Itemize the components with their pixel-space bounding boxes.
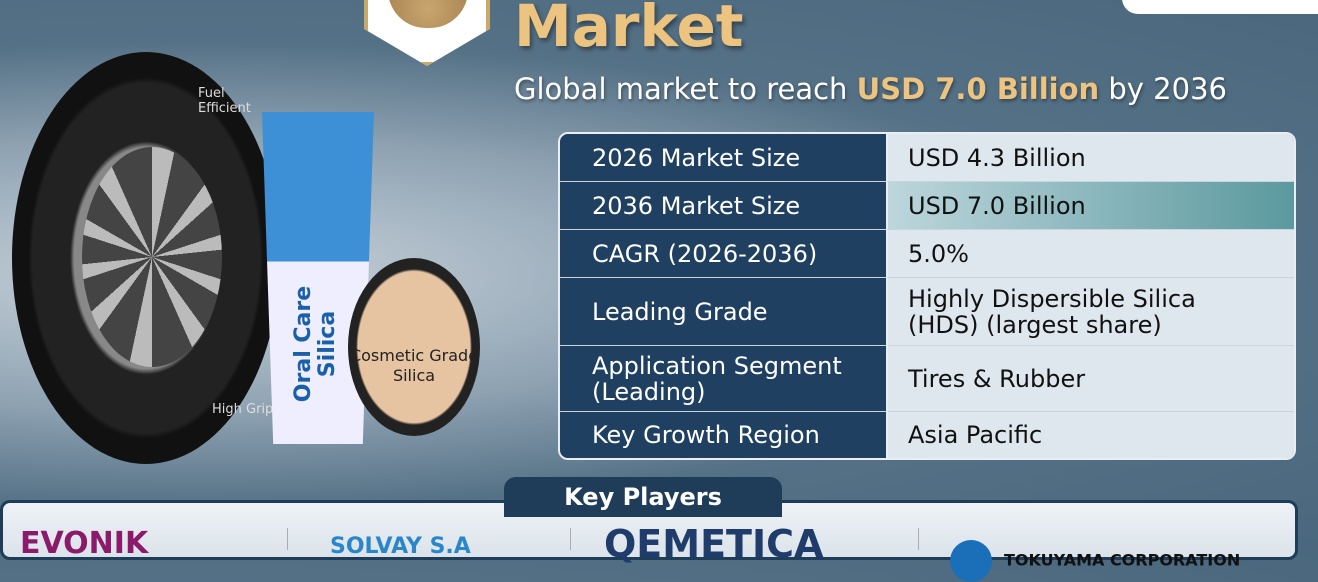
row-label: CAGR (2026-2036) (560, 230, 888, 278)
table-row: Application Segment (Leading) Tires & Rub… (560, 346, 1294, 412)
compact-label: Cosmetic Grade Silica (349, 346, 479, 385)
tire-label-bottom: High Grip (212, 402, 274, 417)
row-label: Key Growth Region (560, 412, 888, 458)
tire-image: Fuel Efficient High Grip (12, 52, 280, 464)
table-row: 2036 Market Size USD 7.0 Billion (560, 182, 1294, 230)
solvay-logo: SOLVAY S.A (330, 534, 471, 559)
row-value: Highly Dispersible Silica (HDS) (largest… (888, 278, 1294, 346)
divider (918, 528, 919, 550)
tire-rim (82, 147, 222, 367)
table-row: Key Growth Region Asia Pacific (560, 412, 1294, 458)
row-value: USD 4.3 Billion (888, 134, 1294, 182)
page-title: Market (514, 0, 744, 60)
row-value: 5.0% (888, 230, 1294, 278)
table-row: Leading Grade Highly Dispersible Silica (… (560, 278, 1294, 346)
tokuyama-text: TOKUYAMA CORPORATION (1004, 550, 1241, 570)
tokuyama-logo: TOKUYAMA CORPORATION (950, 540, 1240, 582)
table-row: CAGR (2026-2036) 5.0% (560, 230, 1294, 278)
divider (570, 528, 571, 550)
tube-label: Oral Care Silica (291, 285, 340, 403)
table-row: 2026 Market Size USD 4.3 Billion (560, 134, 1294, 182)
evonik-logo: EVONIK (20, 526, 149, 561)
row-label: 2026 Market Size (560, 134, 888, 182)
top-right-panel (1122, 0, 1318, 14)
qemetica-logo: QEMETICA (604, 522, 824, 566)
market-summary-table: 2026 Market Size USD 4.3 Billion 2036 Mar… (558, 132, 1296, 460)
divider (287, 528, 288, 550)
tokuyama-icon (950, 540, 992, 582)
tire-label-top: Fuel Efficient (198, 86, 251, 116)
row-label: 2036 Market Size (560, 182, 888, 230)
row-value: Asia Pacific (888, 412, 1294, 458)
subtitle: Global market to reach USD 7.0 Billion b… (514, 72, 1227, 106)
row-value: USD 7.0 Billion (888, 182, 1294, 230)
row-label: Application Segment (Leading) (560, 346, 888, 412)
cosmetic-compact-image: Cosmetic Grade Silica (348, 258, 480, 436)
row-value: Tires & Rubber (888, 346, 1294, 412)
key-players-title: Key Players (504, 477, 782, 517)
row-label: Leading Grade (560, 278, 888, 346)
